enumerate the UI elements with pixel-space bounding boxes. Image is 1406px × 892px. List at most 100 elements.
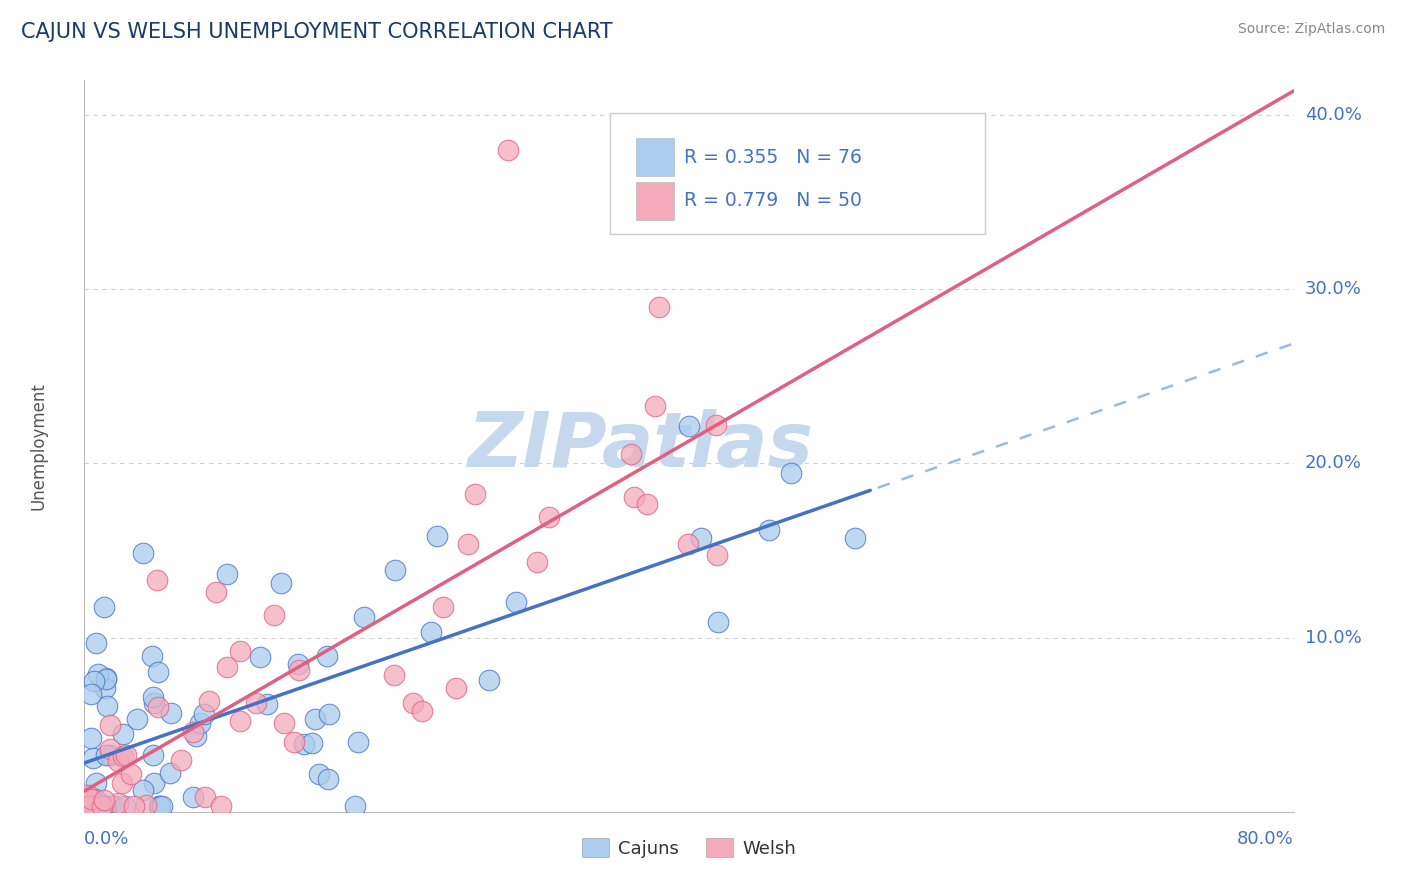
Point — [229, 643, 252, 657]
Point — [89, 799, 111, 814]
Point — [256, 697, 278, 711]
Point — [94, 799, 117, 814]
Point — [94, 681, 117, 696]
Point — [844, 531, 866, 545]
Point — [77, 799, 100, 814]
Point — [270, 575, 292, 590]
Point — [90, 799, 112, 814]
Point — [194, 789, 217, 804]
Point — [122, 799, 145, 814]
Point — [273, 715, 295, 730]
Point — [79, 799, 101, 814]
Point — [100, 741, 122, 756]
Point — [148, 799, 170, 814]
Text: R = 0.779   N = 50: R = 0.779 N = 50 — [685, 192, 862, 211]
Point — [402, 696, 425, 710]
Point — [159, 766, 181, 780]
Point — [86, 799, 108, 814]
Point — [96, 748, 118, 763]
Point — [94, 671, 117, 685]
Point — [148, 665, 170, 679]
Point — [426, 529, 449, 543]
Point — [110, 775, 132, 789]
Point — [690, 531, 713, 545]
Text: 10.0%: 10.0% — [1305, 629, 1361, 647]
Point — [636, 497, 658, 511]
Text: 30.0%: 30.0% — [1305, 280, 1361, 298]
Point — [308, 767, 330, 781]
Point — [217, 566, 239, 581]
Point — [758, 523, 780, 537]
Point — [647, 300, 671, 314]
Point — [120, 767, 142, 781]
Point — [98, 748, 121, 763]
Point — [98, 717, 121, 731]
Point — [127, 712, 149, 726]
Point — [87, 797, 110, 811]
Point — [411, 704, 433, 718]
Point — [142, 775, 165, 789]
Point — [678, 419, 700, 434]
Point — [209, 799, 232, 814]
Point — [91, 799, 114, 814]
Point — [304, 712, 326, 726]
Point — [83, 799, 105, 814]
Point — [505, 595, 527, 609]
Point — [160, 706, 183, 721]
Point — [107, 796, 129, 810]
Point — [263, 607, 285, 622]
Point — [706, 548, 728, 562]
Point — [146, 573, 169, 587]
Point — [478, 673, 501, 687]
Point — [181, 789, 204, 804]
Point — [93, 799, 115, 814]
Point — [347, 734, 370, 748]
Text: 20.0%: 20.0% — [1305, 454, 1361, 473]
Point — [82, 799, 104, 814]
Point — [132, 783, 155, 797]
Text: 40.0%: 40.0% — [1305, 106, 1361, 124]
Point — [432, 599, 454, 614]
Point — [170, 753, 193, 767]
Point — [77, 788, 100, 802]
Point — [287, 657, 309, 671]
Point — [142, 696, 165, 710]
Point — [96, 672, 118, 686]
Point — [444, 681, 467, 695]
Point — [83, 674, 105, 689]
Point — [150, 799, 173, 814]
Point — [111, 727, 134, 741]
Point — [249, 650, 271, 665]
Point — [79, 792, 101, 806]
Point — [419, 624, 441, 639]
Point — [135, 798, 157, 813]
Point — [114, 748, 136, 763]
Point — [132, 546, 155, 560]
Point — [205, 585, 228, 599]
Point — [103, 799, 125, 814]
Legend: Cajuns, Welsh: Cajuns, Welsh — [575, 831, 803, 865]
FancyBboxPatch shape — [636, 138, 675, 176]
Point — [315, 648, 337, 663]
Point — [316, 772, 339, 786]
Point — [457, 537, 479, 551]
Text: Source: ZipAtlas.com: Source: ZipAtlas.com — [1237, 22, 1385, 37]
Point — [112, 749, 135, 764]
Text: CAJUN VS WELSH UNEMPLOYMENT CORRELATION CHART: CAJUN VS WELSH UNEMPLOYMENT CORRELATION … — [21, 22, 613, 42]
Point — [93, 793, 115, 807]
Point — [353, 609, 375, 624]
Point — [183, 725, 205, 739]
Point — [141, 648, 163, 663]
Point — [107, 754, 129, 768]
Point — [537, 510, 560, 524]
Point — [384, 668, 406, 682]
Point — [84, 792, 107, 806]
Point — [80, 687, 103, 701]
Point — [142, 747, 165, 762]
Point — [86, 667, 108, 681]
Point — [283, 734, 305, 748]
Point — [318, 706, 340, 721]
Text: ZIPatlas: ZIPatlas — [468, 409, 814, 483]
Point — [82, 751, 104, 765]
FancyBboxPatch shape — [636, 182, 675, 220]
